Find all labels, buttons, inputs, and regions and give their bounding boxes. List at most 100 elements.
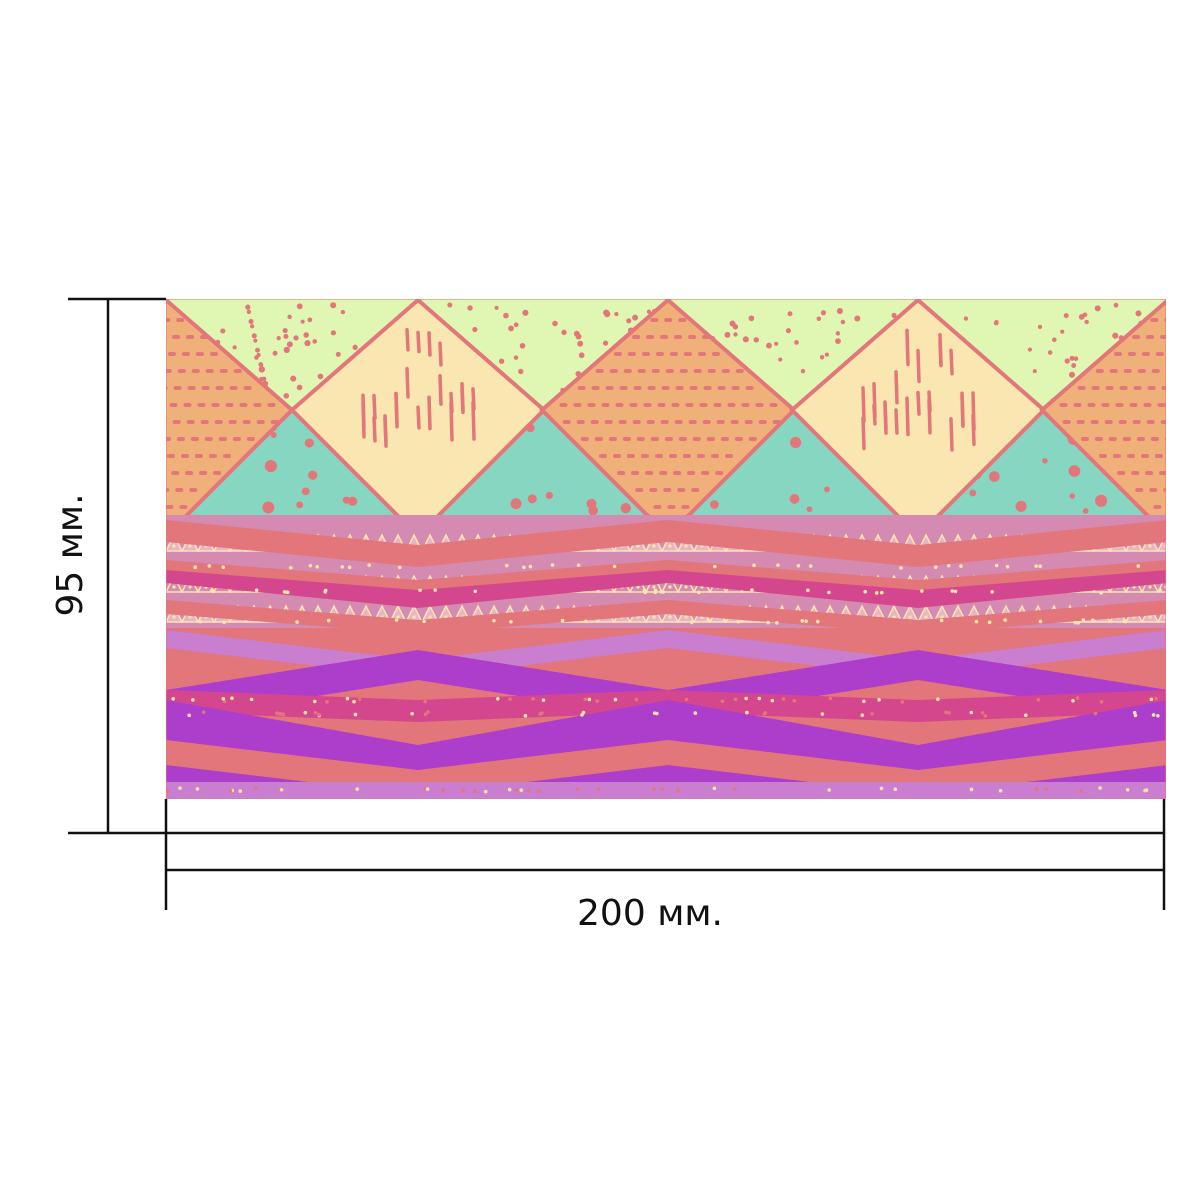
stitch-mark <box>1131 471 1140 475</box>
stitch-mark <box>141 403 149 407</box>
band-dot <box>693 711 698 715</box>
stitch-mark <box>612 454 621 458</box>
band-dot <box>943 710 948 715</box>
stitch-mark <box>595 369 604 373</box>
band-dot <box>1133 713 1138 718</box>
band-dot <box>974 619 979 624</box>
lime-dot <box>1069 355 1075 361</box>
band-dot <box>1023 713 1028 718</box>
ethnic-pattern-print <box>57 299 1196 799</box>
stitch-mark <box>218 437 227 441</box>
band-dot <box>969 710 974 715</box>
stitch-mark <box>127 403 135 407</box>
stitch-mark <box>166 437 171 441</box>
lime-dot <box>1037 324 1043 330</box>
stitch-mark <box>663 488 672 492</box>
band-dot <box>950 589 955 593</box>
band-dot <box>422 619 426 624</box>
stitch-mark <box>601 403 610 407</box>
stitch-mark <box>689 386 698 390</box>
stitch-mark <box>129 471 137 475</box>
band-dot <box>820 712 825 716</box>
lime-dot <box>447 302 453 308</box>
band-dot <box>1136 564 1141 568</box>
stitch-mark <box>1160 335 1166 339</box>
triangle-dot <box>892 615 896 619</box>
stitch-mark <box>665 369 674 373</box>
band-dot <box>947 711 951 715</box>
band-dot <box>522 565 526 570</box>
lime-dot <box>891 312 897 318</box>
stitch-mark <box>701 471 710 475</box>
stitch-mark <box>1108 437 1117 441</box>
lime-dot <box>742 336 749 343</box>
stitch-mark <box>657 403 666 407</box>
stitch-mark <box>246 437 255 441</box>
band-dot <box>394 618 399 622</box>
stitch-mark <box>239 403 248 407</box>
stitch-mark <box>591 386 600 390</box>
stitch-mark <box>57 403 65 407</box>
band-dot <box>1125 787 1130 792</box>
lime-dot <box>1047 350 1053 355</box>
stitch-mark <box>1122 437 1131 441</box>
band-dot <box>178 786 182 790</box>
stitch-mark <box>664 318 673 322</box>
band-dot <box>253 786 258 790</box>
stitch-mark <box>1150 437 1159 441</box>
band-dot <box>347 565 352 570</box>
band-dot <box>1075 696 1080 700</box>
stitch-mark <box>646 335 655 339</box>
dash-mark <box>449 391 454 414</box>
lime-dot <box>296 384 303 391</box>
band-dot <box>733 786 737 791</box>
band-dot <box>1073 620 1078 625</box>
stitch-mark <box>1104 420 1113 424</box>
band-dot <box>523 714 528 718</box>
stitch-mark <box>135 437 143 441</box>
band-dot <box>998 788 1003 793</box>
dash-mark <box>927 398 932 435</box>
triangle-dot <box>684 615 688 619</box>
stitch-mark <box>229 386 238 390</box>
band-dot <box>326 618 331 623</box>
dash-mark <box>894 408 899 435</box>
stitch-mark <box>112 352 120 356</box>
triangle-dot <box>1148 615 1152 619</box>
stitch-mark <box>562 420 571 424</box>
band-dot <box>222 620 226 625</box>
lime-dot <box>816 316 822 322</box>
stitch-mark <box>1165 370 1166 372</box>
stitch-mark <box>1188 335 1196 339</box>
lime-dot <box>840 319 846 325</box>
stitch-mark <box>683 352 692 356</box>
stitch-mark <box>199 471 208 475</box>
stitch-mark <box>1115 403 1124 407</box>
stitch-mark <box>632 420 641 424</box>
stitch-mark <box>667 505 676 509</box>
band-dot <box>643 590 647 595</box>
stitch-mark <box>1076 420 1085 424</box>
stitch-mark <box>125 454 133 458</box>
triangle-dot <box>1148 585 1152 589</box>
stitch-mark <box>605 386 614 390</box>
stitch-mark <box>200 420 209 424</box>
mint-dot <box>347 496 358 506</box>
stitch-mark <box>613 352 622 356</box>
band-dot <box>899 566 903 570</box>
stitch-mark <box>716 420 725 424</box>
lime-dot <box>1063 313 1069 319</box>
stitch-mark <box>643 403 652 407</box>
stitch-mark <box>626 454 635 458</box>
band-dot <box>1036 697 1041 702</box>
band-dot <box>1005 564 1010 569</box>
stitch-mark <box>151 505 159 509</box>
stitch-mark <box>1112 454 1121 458</box>
lime-dot <box>1068 371 1076 378</box>
band-dot <box>936 697 940 702</box>
stitch-mark <box>1123 369 1132 373</box>
lime-dot <box>1073 356 1079 361</box>
stitch-mark <box>256 420 265 424</box>
stitch-mark <box>702 420 711 424</box>
stitch-mark <box>1184 352 1192 356</box>
